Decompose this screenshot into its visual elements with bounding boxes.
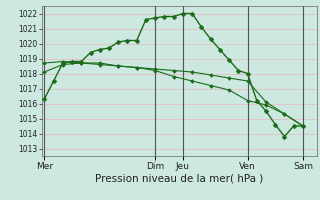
X-axis label: Pression niveau de la mer( hPa ): Pression niveau de la mer( hPa ) xyxy=(95,173,263,183)
